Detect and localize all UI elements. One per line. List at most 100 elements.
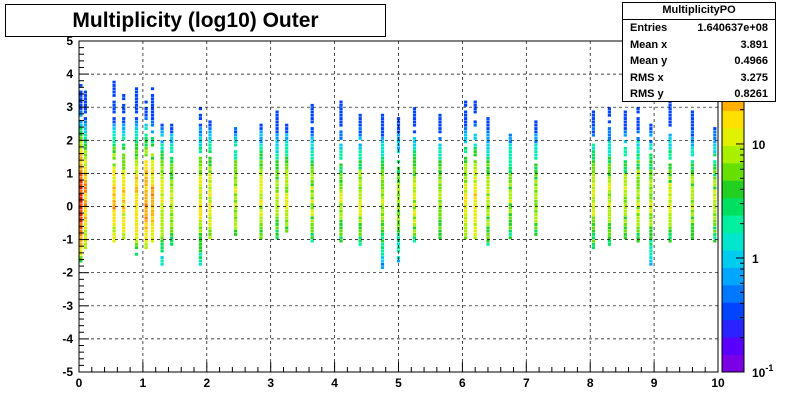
heatmap-cell bbox=[134, 252, 139, 256]
heatmap-cell bbox=[112, 110, 116, 114]
heatmap-cell bbox=[591, 123, 595, 127]
heatmap-cell bbox=[668, 110, 672, 114]
heatmap-cell bbox=[134, 160, 139, 164]
heatmap-cell bbox=[234, 160, 238, 164]
heatmap-cell bbox=[79, 219, 83, 223]
heatmap-cell bbox=[234, 183, 238, 187]
heatmap-cell bbox=[690, 189, 694, 193]
heatmap-cell bbox=[285, 203, 289, 207]
heatmap-cell bbox=[412, 176, 417, 180]
heatmap-cell bbox=[150, 196, 155, 200]
heatmap-cell bbox=[198, 160, 202, 164]
heatmap-cell bbox=[144, 216, 148, 220]
heatmap-cell bbox=[380, 189, 385, 193]
heatmap-cell bbox=[668, 189, 672, 193]
heatmap-cell bbox=[112, 153, 116, 157]
heatmap-cell bbox=[310, 196, 314, 200]
heatmap-cell bbox=[473, 166, 477, 170]
heatmap-cell bbox=[508, 133, 512, 137]
heatmap-cell bbox=[486, 180, 490, 183]
heatmap-cell bbox=[713, 160, 717, 164]
heatmap-cell bbox=[636, 153, 640, 157]
heatmap-cell bbox=[534, 163, 538, 167]
heatmap-cell bbox=[649, 130, 653, 134]
heatmap-cell bbox=[79, 150, 83, 154]
heatmap-cell bbox=[358, 146, 362, 150]
heatmap-cell bbox=[690, 180, 694, 183]
heatmap-cell bbox=[259, 213, 263, 216]
heatmap-cell bbox=[160, 259, 164, 263]
heatmap-cell bbox=[649, 262, 653, 266]
heatmap-cell bbox=[150, 113, 155, 117]
heatmap-cell bbox=[79, 170, 83, 173]
stats-label: RMS x bbox=[630, 71, 664, 84]
heatmap-cell bbox=[285, 153, 289, 157]
heatmap-cell bbox=[83, 94, 87, 97]
heatmap-cell bbox=[534, 199, 538, 203]
heatmap-cell bbox=[438, 216, 442, 220]
heatmap-cell bbox=[464, 223, 468, 226]
heatmap-cell bbox=[198, 239, 202, 243]
heatmap-cell bbox=[591, 206, 595, 210]
heatmap-cell bbox=[396, 229, 401, 233]
heatmap-cell bbox=[134, 103, 139, 107]
heatmap-cell bbox=[486, 133, 490, 137]
heatmap-cell bbox=[122, 226, 126, 230]
heatmap-cell bbox=[208, 203, 212, 207]
heatmap-cell bbox=[310, 213, 314, 216]
heatmap-cell bbox=[122, 153, 126, 157]
heatmap-cell bbox=[668, 153, 672, 157]
heatmap-cell bbox=[79, 209, 83, 213]
heatmap-cell bbox=[144, 166, 148, 170]
heatmap-cell bbox=[144, 239, 148, 243]
heatmap-cell bbox=[636, 223, 640, 226]
heatmap-cell bbox=[112, 123, 116, 127]
heatmap-cell bbox=[358, 180, 362, 183]
heatmap-cell bbox=[473, 193, 477, 197]
heatmap-cell bbox=[198, 113, 202, 117]
heatmap-cell bbox=[208, 229, 212, 233]
heatmap-cell bbox=[234, 180, 238, 183]
heatmap-cell bbox=[534, 213, 538, 216]
heatmap-cell bbox=[208, 176, 212, 180]
heatmap-cell bbox=[234, 199, 238, 203]
heatmap-cell bbox=[339, 153, 343, 157]
heatmap-cell bbox=[112, 100, 116, 104]
heatmap-cell bbox=[591, 242, 595, 246]
heatmap-cell bbox=[112, 87, 116, 91]
heatmap-cell bbox=[150, 156, 155, 160]
heatmap-cell bbox=[464, 120, 468, 124]
heatmap-cell bbox=[122, 236, 126, 240]
heatmap-cell bbox=[380, 239, 385, 243]
heatmap-cell bbox=[339, 233, 343, 236]
heatmap-cell bbox=[607, 236, 611, 240]
heatmap-cell bbox=[649, 163, 653, 167]
heatmap-cell bbox=[412, 229, 417, 233]
heatmap-cell bbox=[473, 143, 477, 147]
heatmap-cell bbox=[380, 153, 385, 157]
heatmap-cell bbox=[208, 180, 212, 183]
heatmap-cell bbox=[358, 242, 362, 246]
heatmap-cell bbox=[380, 173, 385, 177]
heatmap-cell bbox=[668, 219, 672, 223]
heatmap-cell bbox=[79, 107, 83, 111]
heatmap-cell bbox=[473, 199, 477, 203]
heatmap-cell bbox=[170, 239, 174, 243]
heatmap-cell bbox=[112, 117, 116, 120]
heatmap-cell bbox=[486, 236, 490, 240]
heatmap-cell bbox=[122, 219, 126, 223]
heatmap-cell bbox=[208, 150, 212, 154]
heatmap-cell bbox=[160, 213, 164, 216]
heatmap-cell bbox=[668, 203, 672, 207]
heatmap-cell bbox=[486, 193, 490, 197]
heatmap-cell bbox=[198, 209, 202, 213]
heatmap-cell bbox=[275, 223, 279, 226]
heatmap-cell bbox=[208, 163, 212, 167]
heatmap-cell bbox=[396, 176, 401, 180]
heatmap-cell bbox=[112, 137, 116, 140]
heatmap-cell bbox=[259, 146, 263, 150]
heatmap-cell bbox=[668, 113, 672, 117]
heatmap-cell bbox=[438, 137, 442, 140]
heatmap-cell bbox=[150, 160, 155, 164]
heatmap-cell bbox=[486, 203, 490, 207]
